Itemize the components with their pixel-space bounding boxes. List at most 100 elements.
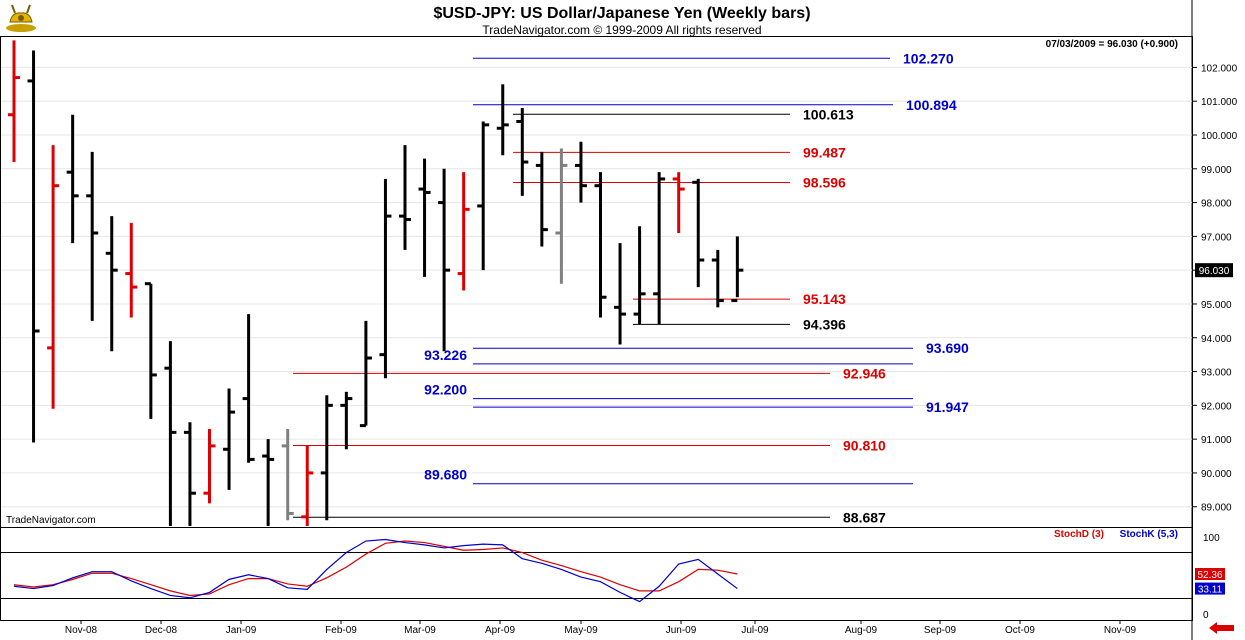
stoch-tick-label: 0 [1203, 610, 1209, 621]
level-label: 89.680 [424, 467, 467, 483]
ohlc-bar [535, 151, 548, 247]
month-tick-label: Mar-09 [404, 625, 436, 636]
ohlc-bar [399, 145, 411, 250]
month-tick-label: Jul-09 [741, 625, 769, 636]
stoch-series-line [13, 538, 738, 603]
month-tick-label: Jan-09 [226, 625, 257, 636]
price-tick-label: 98.000 [1201, 199, 1232, 210]
month-tick-label: Oct-09 [1005, 625, 1035, 636]
ohlc-bar [457, 172, 470, 291]
ohlc-bar [574, 141, 587, 203]
month-tick-label: Jun-09 [666, 625, 697, 636]
stoch-tick-label: 100 [1203, 533, 1220, 544]
stoch-legend-stochk: StochK (5,3) [1120, 529, 1178, 540]
price-y-axis: 89.000 90.000 91.000 92.000 93.000 94.000 95.0… [1192, 63, 1238, 514]
stoch-last-box [1195, 582, 1225, 595]
level-label: 88.687 [843, 509, 886, 525]
level-label: 99.487 [803, 144, 846, 160]
month-tick-label: Dec-08 [145, 625, 178, 636]
stoch-last-label: 52.36 [1197, 570, 1222, 581]
chart-title: $USD-JPY: US Dollar/Japanese Yen (Weekly… [433, 5, 810, 22]
level-lines: 102.270 100.894 100.613 99.487 98.596 95.143 9… [293, 50, 969, 525]
ohlc-bar [320, 395, 333, 521]
month-tick-label: Nov-08 [65, 625, 98, 636]
price-tick-label: 101.000 [1201, 97, 1238, 108]
ohlc-bar [379, 178, 392, 379]
level-label: 90.810 [843, 438, 886, 454]
ohlc-bar [359, 320, 372, 428]
ohlc-bar [125, 222, 138, 318]
ohlc-bar [516, 107, 529, 196]
price-gridlines [1, 66, 1192, 508]
stoch-legend-stochd: StochD (3) [1054, 529, 1104, 540]
level-label: 98.596 [803, 174, 846, 190]
ohlc-bar [672, 172, 685, 233]
month-tick-label: Aug-09 [845, 625, 878, 636]
ohlc-bar [438, 168, 451, 352]
ohlc-bar [633, 226, 646, 325]
month-tick-label: Feb-09 [325, 625, 357, 636]
ohlc-bar [281, 429, 294, 521]
ohlc-bar [66, 114, 79, 244]
stoch-last-box [1195, 568, 1225, 580]
ohlc-bar [27, 50, 40, 443]
level-label: 91.947 [926, 399, 969, 415]
ohlc-bar [203, 429, 216, 504]
ohlc-bar [418, 158, 431, 277]
ohlc-bar [496, 84, 509, 156]
stoch-last-label: 33.11 [1198, 585, 1223, 596]
level-label: 102.270 [903, 50, 954, 66]
ohlc-bar [105, 216, 118, 352]
month-tick-label: Apr-09 [485, 625, 515, 636]
ohlc-bar [594, 172, 607, 318]
scroll-right-arrow-icon[interactable] [1206, 622, 1236, 634]
price-tick-label: 91.000 [1201, 435, 1232, 446]
ohlc-bar [262, 439, 275, 526]
month-tick-label: Nov-09 [1104, 625, 1137, 636]
level-label: 93.690 [926, 340, 969, 356]
month-tick-label: May-09 [564, 625, 598, 636]
ohlc-bar [340, 391, 353, 450]
ohlc-bar [731, 236, 744, 303]
ohlc-bar [692, 178, 705, 288]
month-tick-label: Sep-09 [924, 625, 957, 636]
level-label: 95.143 [803, 291, 846, 307]
ohlc-bar [223, 388, 236, 490]
level-label: 94.396 [803, 316, 846, 332]
price-tick-label: 100.000 [1201, 131, 1238, 142]
price-tick-label: 94.000 [1201, 334, 1232, 345]
price-tick-label: 92.000 [1201, 401, 1232, 412]
month-x-axis: Nov-08 Dec-08 Jan-09 Feb-09 Mar-09 Apr-09 May-… [65, 620, 1137, 636]
ohlc-bars [8, 40, 744, 526]
ohlc-bar [614, 243, 627, 345]
level-label: 100.894 [906, 97, 957, 113]
price-tick-label: 90.000 [1201, 469, 1232, 480]
level-label: 100.613 [803, 106, 854, 122]
level-label: 92.946 [843, 365, 886, 381]
watermark-text: TradeNavigator.com [6, 515, 96, 526]
price-tick-label: 97.000 [1201, 232, 1232, 243]
level-label: 93.226 [424, 347, 467, 363]
ohlc-bar [164, 341, 177, 526]
price-tick-label: 89.000 [1201, 503, 1232, 514]
ohlc-bar [8, 40, 20, 163]
price-tick-label: 95.000 [1201, 300, 1232, 311]
bull-icon [6, 4, 36, 32]
ohlc-bar [301, 445, 314, 526]
price-tick-label: 102.000 [1201, 63, 1238, 74]
last-quote-text: 07/03/2009 = 96.030 (+0.900) [1046, 39, 1178, 50]
price-tick-label: 93.000 [1201, 368, 1232, 379]
ohlc-bar [555, 148, 568, 284]
ohlc-bar [653, 172, 666, 325]
price-tick-label: 99.000 [1201, 165, 1232, 176]
copyright-text: TradeNavigator.com © 1999-2009 All right… [482, 23, 761, 37]
level-label: 92.200 [424, 382, 467, 398]
stochastic-panel: 0 100 52.36 33.11 StochD (3) StochK (5,3) [1, 529, 1225, 621]
ohlc-bar [477, 121, 490, 271]
stoch-series-line [13, 540, 738, 597]
ohlc-bar [47, 145, 60, 409]
ohlc-bar [86, 151, 99, 321]
ohlc-bar [183, 422, 196, 526]
